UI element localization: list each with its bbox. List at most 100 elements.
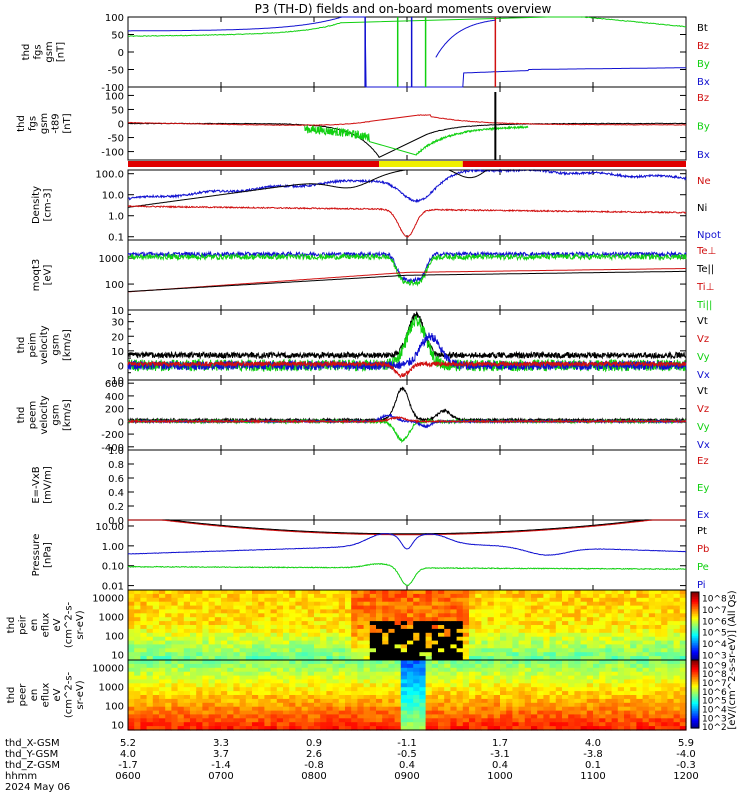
heatmap-cell xyxy=(599,714,606,719)
heatmap-cell xyxy=(252,640,259,646)
heatmap-cell xyxy=(636,593,644,599)
heatmap-cell xyxy=(394,679,402,684)
heatmap-cell xyxy=(363,593,371,599)
heatmap-cell xyxy=(394,628,402,634)
heatmap-cell xyxy=(307,621,315,626)
heatmap-cell xyxy=(338,671,346,677)
heatmap-cell xyxy=(177,628,185,634)
y-axis-label: Pressure xyxy=(31,534,42,577)
heatmap-cell xyxy=(667,698,675,704)
heatmap-cell xyxy=(624,695,631,700)
colorbar-cell xyxy=(691,627,699,630)
heatmap-cell xyxy=(177,625,185,630)
y-tick-label: 1000 xyxy=(99,254,124,265)
heatmap-cell xyxy=(493,671,501,677)
heatmap-cell xyxy=(196,593,203,599)
heatmap-cell xyxy=(245,632,253,638)
heatmap-cell xyxy=(159,726,166,731)
heatmap-cell xyxy=(562,613,569,618)
heatmap-cell xyxy=(214,675,222,681)
heatmap-cell xyxy=(177,698,185,704)
heatmap-cell xyxy=(177,663,185,669)
heatmap-cell xyxy=(376,714,383,719)
heatmap-cell xyxy=(630,652,637,657)
heatmap-cell xyxy=(400,683,408,688)
mode-bar-slow xyxy=(462,161,686,167)
heatmap-cell xyxy=(134,698,141,704)
heatmap-cell xyxy=(283,660,290,665)
heatmap-cell xyxy=(543,593,551,599)
heatmap-cell xyxy=(562,679,569,684)
heatmap-cell xyxy=(593,625,600,630)
heatmap-cell xyxy=(276,691,284,696)
heatmap-cell xyxy=(450,601,458,607)
heatmap-cell xyxy=(202,671,210,677)
heatmap-cell xyxy=(196,722,203,727)
heatmap-cell xyxy=(537,644,544,649)
heatmap-cell xyxy=(487,667,495,673)
heatmap-cell xyxy=(562,644,569,649)
heatmap-cell xyxy=(283,698,290,704)
heatmap-cell xyxy=(159,597,166,603)
heatmap-cell xyxy=(258,675,265,681)
heatmap-cell xyxy=(555,683,563,688)
heatmap-cell xyxy=(159,628,166,634)
heatmap-cell xyxy=(332,695,340,700)
heatmap-cell xyxy=(444,671,451,677)
heatmap-cell xyxy=(307,609,315,614)
heatmap-cell xyxy=(537,625,544,630)
heatmap-cell xyxy=(202,683,210,688)
heatmap-cell xyxy=(648,597,656,603)
heatmap-cell xyxy=(500,714,507,719)
heatmap-cell xyxy=(276,714,284,719)
heatmap-cell xyxy=(555,593,563,599)
heatmap-cell xyxy=(599,601,606,607)
heatmap-cell xyxy=(537,601,544,607)
heatmap-cell xyxy=(555,726,563,731)
heatmap-cell xyxy=(655,636,662,642)
legend-entry: Vt xyxy=(697,316,708,327)
heatmap-cell xyxy=(190,601,197,607)
heatmap-cell xyxy=(524,652,532,657)
heatmap-cell xyxy=(518,667,526,673)
heatmap-cell xyxy=(617,706,625,712)
colorbar-cell xyxy=(691,615,699,619)
heatmap-cell xyxy=(419,663,427,669)
heatmap-cell xyxy=(140,714,148,719)
heatmap-cell xyxy=(524,660,532,665)
heatmap-cell xyxy=(500,687,507,692)
heatmap-cell xyxy=(128,698,135,704)
heatmap-cell xyxy=(128,706,135,712)
heatmap-cell xyxy=(562,632,569,638)
heatmap-cell xyxy=(648,656,656,661)
heatmap-cell xyxy=(462,702,470,708)
heatmap-cell xyxy=(648,605,656,611)
heatmap-cell xyxy=(450,597,458,603)
heatmap-cell xyxy=(140,660,148,665)
colorbar-cell xyxy=(691,651,699,654)
heatmap-cell xyxy=(642,718,650,723)
y-axis-label: thd xyxy=(16,337,27,354)
heatmap-cell xyxy=(171,628,179,634)
heatmap-cell xyxy=(363,656,371,661)
heatmap-cell xyxy=(369,593,377,599)
heatmap-cell xyxy=(152,660,160,665)
heatmap-cell xyxy=(543,663,551,669)
heatmap-cell xyxy=(208,706,216,712)
heatmap-cell xyxy=(307,613,315,618)
heatmap-cell xyxy=(617,726,625,731)
heatmap-cell xyxy=(673,656,681,661)
heatmap-cell xyxy=(159,691,166,696)
heatmap-cell xyxy=(388,656,396,661)
heatmap-cell xyxy=(245,663,253,669)
heatmap-cell xyxy=(338,698,346,704)
heatmap-cell xyxy=(413,683,420,688)
heatmap-cell xyxy=(276,667,284,673)
heatmap-cell xyxy=(667,617,675,622)
heatmap-cell xyxy=(351,609,358,614)
heatmap-cell xyxy=(152,687,160,692)
heatmap-cell xyxy=(289,652,296,657)
heatmap-cell xyxy=(214,726,222,731)
heatmap-cell xyxy=(357,714,365,719)
heatmap-cell xyxy=(233,609,241,614)
